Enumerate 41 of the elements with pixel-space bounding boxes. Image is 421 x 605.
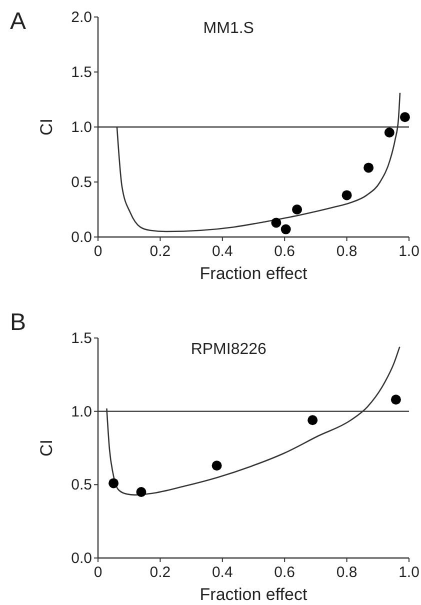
point xyxy=(364,162,374,173)
y-axis-title: CI xyxy=(37,118,56,136)
text: A xyxy=(10,8,26,35)
x-axis-title: Fraction effect xyxy=(200,585,308,604)
x-tick-label: 0.6 xyxy=(274,243,296,260)
x-tick-label: 0 xyxy=(94,564,102,581)
point xyxy=(292,204,302,214)
chart-title: MM1.S xyxy=(203,20,254,37)
x-tick-label: 0 xyxy=(94,243,102,260)
chart-title: RPMI8226 xyxy=(190,341,267,358)
x-tick-label: 0.6 xyxy=(274,564,296,581)
x-tick-label: 0.2 xyxy=(150,564,171,581)
x-tick-label: 0.4 xyxy=(212,564,233,581)
x-tick-label: 0.2 xyxy=(150,243,171,260)
y-axis-title: CI xyxy=(37,440,56,456)
x-tick-label: 0.8 xyxy=(336,243,358,260)
y-tick-label: 1.5 xyxy=(71,330,92,347)
point xyxy=(212,460,222,471)
y-tick-label: 1.0 xyxy=(71,403,92,420)
x-tick-label: 1.0 xyxy=(398,243,420,260)
point xyxy=(108,478,119,488)
y-tick-label: 0.0 xyxy=(71,550,92,567)
y-tick-label: 1.5 xyxy=(71,64,92,81)
point xyxy=(384,128,394,138)
point xyxy=(342,190,352,200)
x-tick-label: 0.8 xyxy=(336,564,358,581)
point xyxy=(271,218,282,228)
x-tick-label: 0.4 xyxy=(212,243,233,260)
point xyxy=(308,415,318,426)
y-tick-label: 0.5 xyxy=(71,476,92,494)
y-tick-label: 0.5 xyxy=(71,174,92,191)
y-tick-label: 0.0 xyxy=(71,229,92,246)
point xyxy=(280,224,291,234)
x-axis-title: Fraction effect xyxy=(200,264,308,283)
text: B xyxy=(10,309,26,336)
y-tick-label: 2.0 xyxy=(71,9,92,26)
point xyxy=(390,394,401,405)
point xyxy=(136,487,146,497)
point xyxy=(400,112,410,122)
x-tick-label: 1.0 xyxy=(398,564,420,581)
y-tick-label: 1.0 xyxy=(71,119,92,136)
